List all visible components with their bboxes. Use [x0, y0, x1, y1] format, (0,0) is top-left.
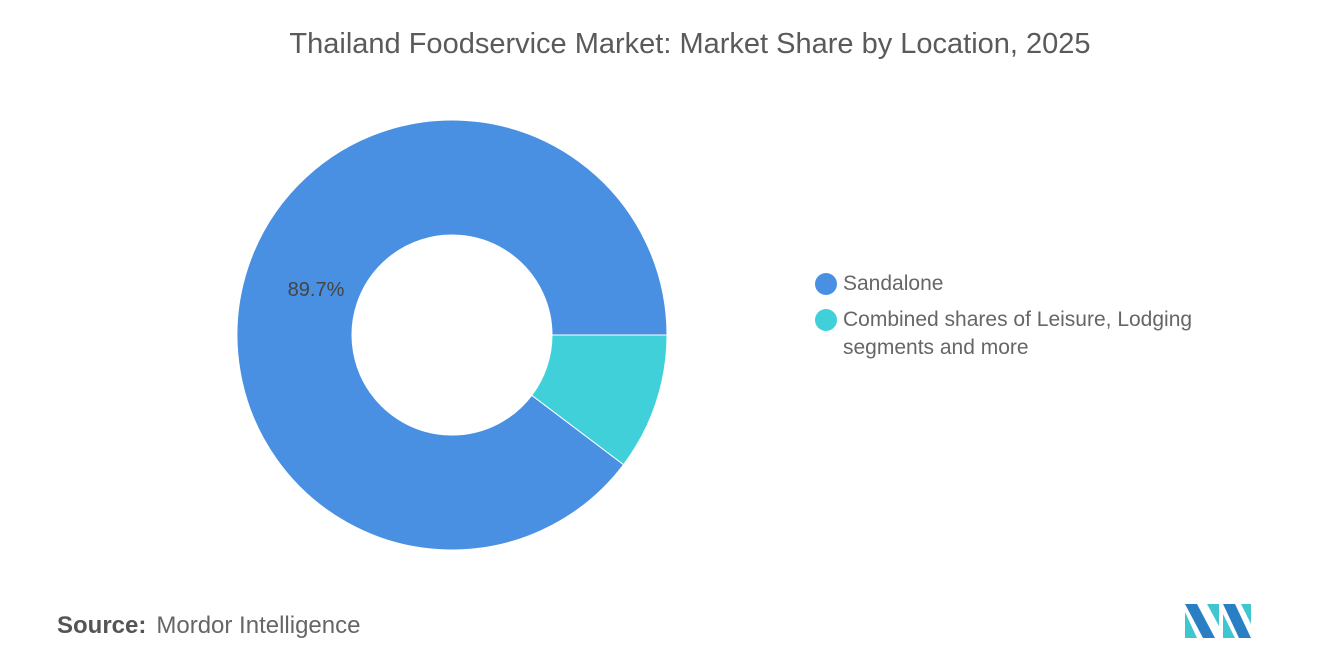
legend: Sandalone Combined shares of Leisure, Lo…	[815, 270, 1235, 370]
legend-item-combined[interactable]: Combined shares of Leisure, Lodging segm…	[815, 306, 1235, 362]
legend-label: Combined shares of Leisure, Lodging segm…	[843, 308, 1193, 359]
slice-combined[interactable]	[531, 334, 668, 466]
source-text: Mordor Intelligence	[156, 612, 361, 639]
legend-label: Sandalone	[843, 272, 944, 295]
legend-marker	[815, 309, 837, 331]
source-label: Source:	[57, 612, 147, 639]
slice-sandalone[interactable]	[236, 119, 668, 551]
data-label-sandalone: 89.7%	[288, 279, 345, 301]
legend-item-sandalone[interactable]: Sandalone	[815, 270, 1235, 298]
legend-marker	[815, 273, 837, 295]
mordor-intelligence-logo-icon	[1185, 604, 1251, 638]
chart-title: Thailand Foodservice Market: Market Shar…	[289, 28, 1091, 60]
source-note: Source: Mordor Intelligence	[57, 612, 360, 640]
